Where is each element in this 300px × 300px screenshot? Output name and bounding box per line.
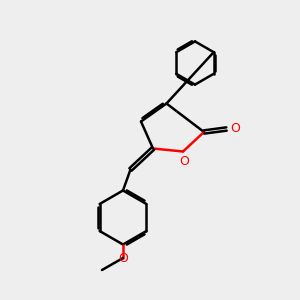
Text: O: O bbox=[118, 251, 128, 265]
Text: O: O bbox=[230, 122, 240, 136]
Text: O: O bbox=[180, 155, 189, 168]
